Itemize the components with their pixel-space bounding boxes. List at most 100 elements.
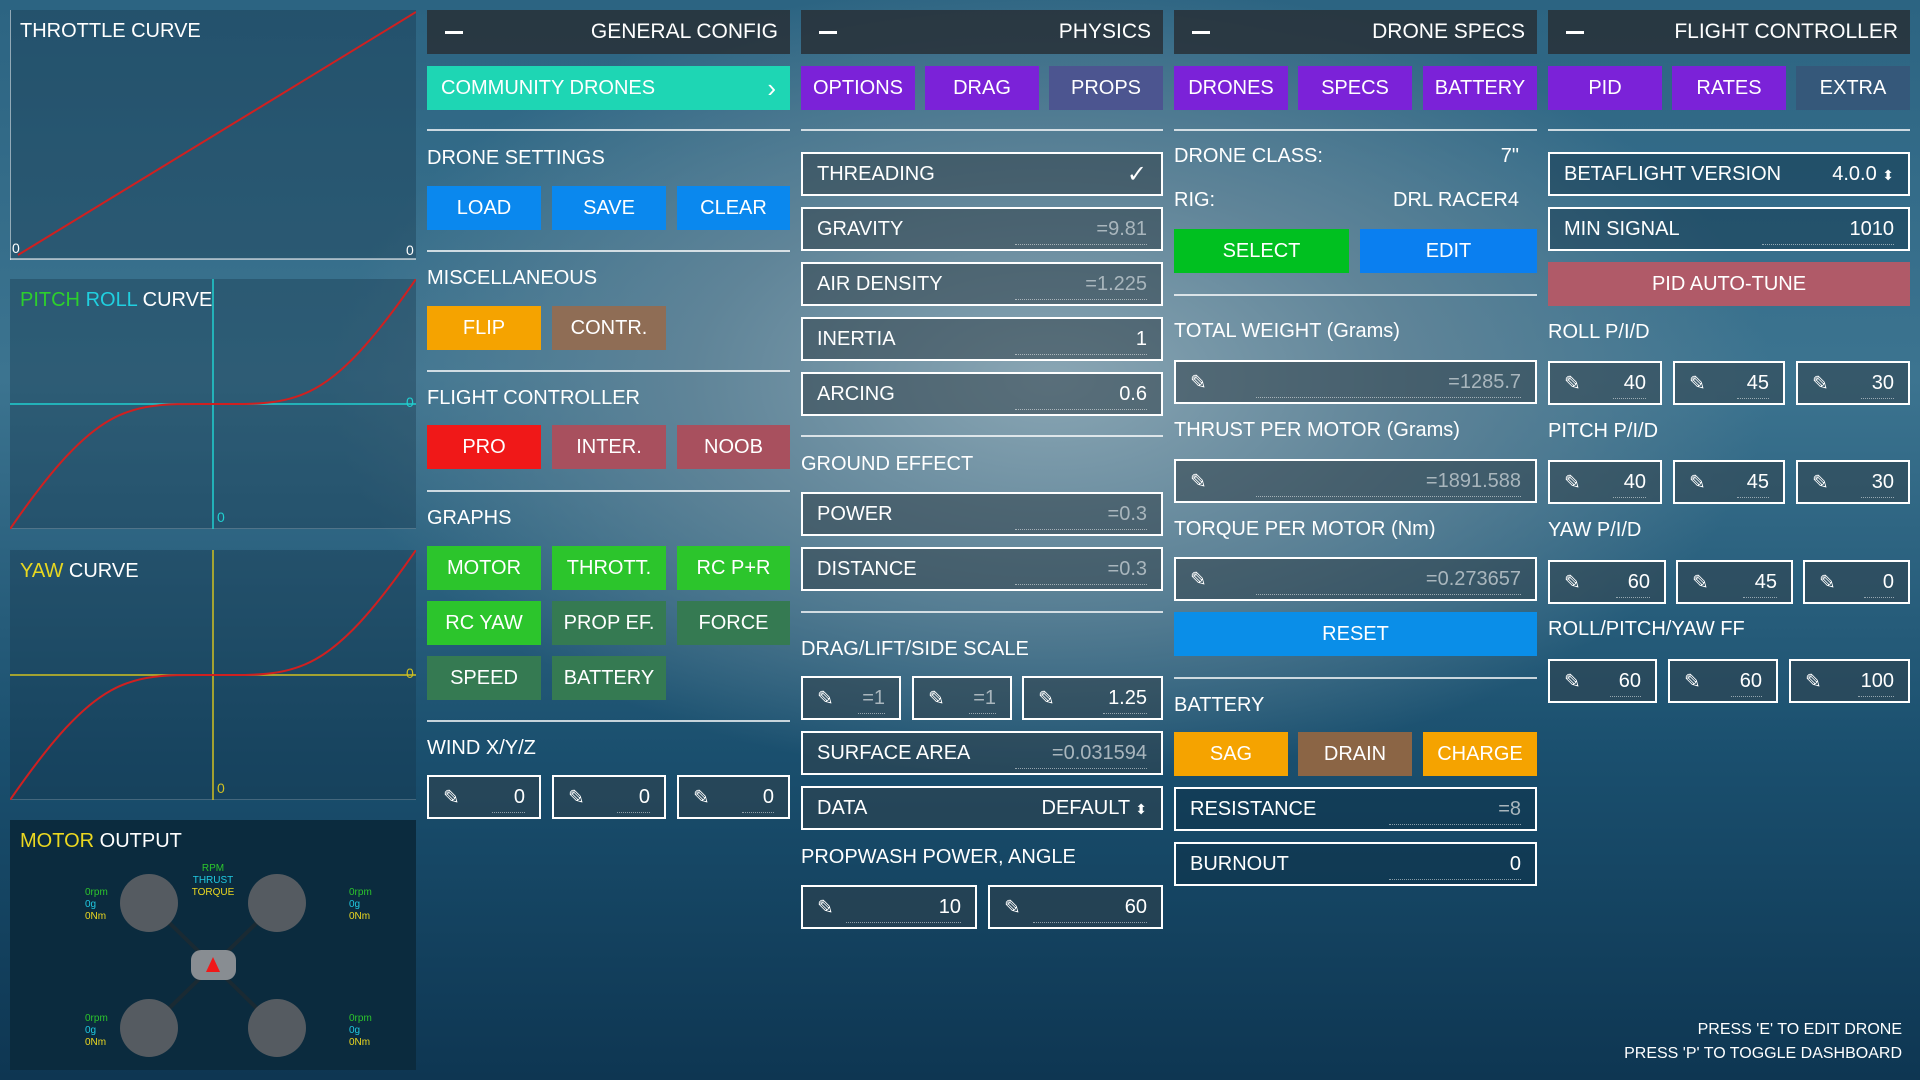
pitch-i-input[interactable]: ✎ 45 (1673, 460, 1785, 504)
graph-prop-effect-button[interactable]: PROP EF. (552, 601, 666, 645)
roll-d-input[interactable]: ✎ 30 (1796, 361, 1910, 405)
ground-distance-input[interactable]: DISTANCE =0.3 (801, 547, 1163, 591)
graph-rc-pr-button[interactable]: RC P+R (677, 546, 790, 590)
contr-button[interactable]: CONTR. (552, 306, 666, 350)
wind-z-input[interactable]: ✎ 0 (677, 775, 790, 819)
graph-rc-yaw-button[interactable]: RC YAW (427, 601, 541, 645)
hint-edit-drone: PRESS 'E' TO EDIT DRONE (1697, 1021, 1902, 1038)
panel-title: GENERAL CONFIG (590, 20, 778, 43)
thrust-per-motor-input[interactable]: ✎ =1891.588 (1174, 459, 1537, 503)
motor-readout: 0rpm 0g 0Nm (85, 887, 108, 923)
tab-drag[interactable]: DRAG (925, 66, 1039, 110)
inter-button[interactable]: INTER. (552, 425, 666, 469)
reset-button[interactable]: RESET (1174, 612, 1537, 656)
section-label: WIND X/Y/Z (427, 737, 536, 759)
inertia-input[interactable]: INERTIA 1 (801, 317, 1163, 361)
gravity-input[interactable]: GRAVITY =9.81 (801, 207, 1163, 251)
pencil-icon: ✎ (1564, 471, 1581, 494)
pitch-d-input[interactable]: ✎ 30 (1796, 460, 1910, 504)
noob-button[interactable]: NOOB (677, 425, 790, 469)
data-select[interactable]: DATA DEFAULT ⬍ (801, 786, 1163, 830)
drain-button[interactable]: DRAIN (1298, 732, 1412, 776)
title-curve: CURVE (68, 560, 139, 582)
section-label: PROPWASH POWER, ANGLE (801, 846, 1076, 868)
surface-area-input[interactable]: SURFACE AREA =0.031594 (801, 731, 1163, 775)
collapse-icon[interactable] (819, 30, 837, 34)
tab-rates[interactable]: RATES (1672, 66, 1786, 110)
burnout-input[interactable]: BURNOUT 0 (1174, 842, 1537, 886)
tab-battery[interactable]: BATTERY (1423, 66, 1537, 110)
roll-ff-input[interactable]: ✎ 60 (1548, 659, 1657, 703)
charge-button[interactable]: CHARGE (1423, 732, 1537, 776)
divider (427, 490, 790, 492)
tab-options[interactable]: OPTIONS (801, 66, 915, 110)
graph-throttle-button[interactable]: THROTT. (552, 546, 666, 590)
drone-specs-header[interactable]: DRONE SPECS (1174, 10, 1537, 54)
betaflight-version-select[interactable]: BETAFLIGHT VERSION 4.0.0 ⬍ (1548, 152, 1910, 196)
flight-controller-header[interactable]: FLIGHT CONTROLLER (1548, 10, 1910, 54)
drag-scale-input[interactable]: ✎ =1 (801, 676, 901, 720)
tab-extra[interactable]: EXTRA (1796, 66, 1910, 110)
collapse-icon[interactable] (1566, 30, 1584, 34)
wind-x-input[interactable]: ✎ 0 (427, 775, 541, 819)
tab-props[interactable]: PROPS (1049, 66, 1163, 110)
edit-button[interactable]: EDIT (1360, 229, 1537, 273)
air-density-input[interactable]: AIR DENSITY =1.225 (801, 262, 1163, 306)
yaw-ff-input[interactable]: ✎ 100 (1789, 659, 1910, 703)
yaw-d-input[interactable]: ✎ 0 (1803, 560, 1910, 604)
pencil-icon: ✎ (1004, 896, 1021, 919)
tab-pid[interactable]: PID (1548, 66, 1662, 110)
panel-title: FLIGHT CONTROLLER (1674, 20, 1898, 43)
ground-power-input[interactable]: POWER =0.3 (801, 492, 1163, 536)
propwash-power-input[interactable]: ✎ 10 (801, 885, 977, 929)
roll-p-input[interactable]: ✎ 40 (1548, 361, 1662, 405)
graph-battery-button[interactable]: BATTERY (552, 656, 666, 700)
graph-speed-button[interactable]: SPEED (427, 656, 541, 700)
clear-button[interactable]: CLEAR (677, 186, 790, 230)
section-label: FLIGHT CONTROLLER (427, 387, 640, 409)
thrust: 0g (349, 899, 361, 910)
roll-i-input[interactable]: ✎ 45 (1673, 361, 1785, 405)
collapse-icon[interactable] (445, 30, 463, 34)
collapse-icon[interactable] (1192, 30, 1210, 34)
community-drones-button[interactable]: COMMUNITY DRONES › (427, 66, 790, 110)
save-button[interactable]: SAVE (552, 186, 666, 230)
threading-toggle[interactable]: THREADING ✓ (801, 152, 1163, 196)
rpm: 0rpm (349, 887, 372, 898)
torque-per-motor-input[interactable]: ✎ =0.273657 (1174, 557, 1537, 601)
pencil-icon: ✎ (817, 687, 834, 710)
pid-autotune-button[interactable]: PID AUTO-TUNE (1548, 262, 1910, 306)
select-button[interactable]: SELECT (1174, 229, 1349, 273)
yaw-i-input[interactable]: ✎ 45 (1676, 560, 1793, 604)
sag-button[interactable]: SAG (1174, 732, 1288, 776)
general-config-header[interactable]: GENERAL CONFIG (427, 10, 790, 54)
wind-y-input[interactable]: ✎ 0 (552, 775, 666, 819)
graph-motor-button[interactable]: MOTOR (427, 546, 541, 590)
arcing-input[interactable]: ARCING 0.6 (801, 372, 1163, 416)
lift-scale-input[interactable]: ✎ =1 (912, 676, 1012, 720)
value: 30 (1861, 467, 1894, 498)
resistance-input[interactable]: RESISTANCE =8 (1174, 787, 1537, 831)
graph-force-button[interactable]: FORCE (677, 601, 790, 645)
yaw-plot (10, 550, 416, 800)
yaw-p-input[interactable]: ✎ 60 (1548, 560, 1666, 604)
min-signal-input[interactable]: MIN SIGNAL 1010 (1548, 207, 1910, 251)
side-scale-input[interactable]: ✎ 1.25 (1022, 676, 1163, 720)
spinner-arrows-icon[interactable]: ⬍ (1882, 166, 1894, 183)
pro-button[interactable]: PRO (427, 425, 541, 469)
value: 0 (617, 782, 650, 813)
physics-header[interactable]: PHYSICS (801, 10, 1163, 54)
pitch-p-input[interactable]: ✎ 40 (1548, 460, 1662, 504)
tab-specs[interactable]: SPECS (1298, 66, 1412, 110)
propwash-angle-input[interactable]: ✎ 60 (988, 885, 1163, 929)
tab-drones[interactable]: DRONES (1174, 66, 1288, 110)
spinner-arrows-icon[interactable]: ⬍ (1135, 800, 1147, 817)
load-button[interactable]: LOAD (427, 186, 541, 230)
yaw-curve-line (10, 550, 416, 800)
total-weight-input[interactable]: ✎ =1285.7 (1174, 360, 1537, 404)
throttle-curve-plot (10, 10, 416, 260)
pitch-ff-input[interactable]: ✎ 60 (1668, 659, 1778, 703)
graph-title: PITCH ROLL CURVE (20, 289, 212, 312)
motor-legend: RPM THRUST TORQUE (185, 863, 241, 899)
flip-button[interactable]: FLIP (427, 306, 541, 350)
